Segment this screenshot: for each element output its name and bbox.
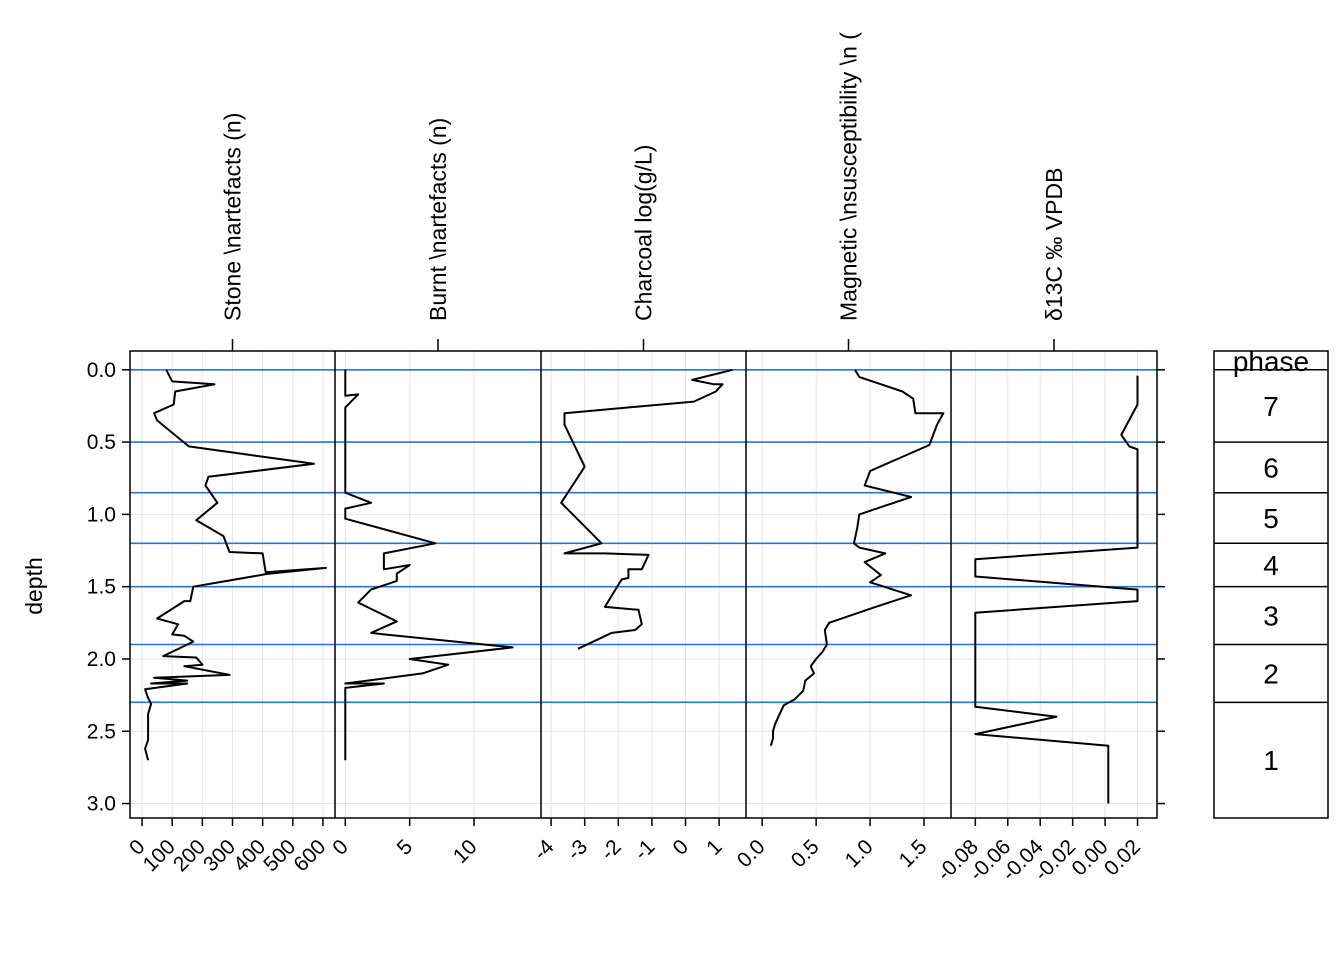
phase-zone-label: 7 — [1263, 391, 1279, 422]
panel-title: Stone \nartefacts (n) — [220, 113, 246, 321]
y-tick-label: 3.0 — [87, 793, 116, 816]
series-line-5 — [974, 375, 1139, 804]
series-line-3 — [560, 368, 733, 650]
phase-zone-label: 1 — [1263, 745, 1279, 776]
x-tick-label: -4 — [529, 835, 559, 865]
panel-3 — [541, 339, 746, 826]
x-tick-label: -3 — [563, 835, 592, 864]
phase-zone-label: 6 — [1263, 452, 1279, 483]
x-tick-label: 1 — [702, 835, 727, 860]
x-tick-label: 0 — [669, 835, 694, 860]
x-tick-label: 0.5 — [787, 835, 824, 872]
x-tick-label: -1 — [630, 835, 659, 864]
x-tick-label: 600 — [289, 835, 330, 876]
phase-zone-label: 4 — [1263, 550, 1279, 581]
phase-zone-label: 2 — [1263, 658, 1279, 689]
y-tick-label: 1.0 — [87, 503, 116, 526]
phase-panel-frame — [1213, 350, 1329, 819]
plot-frame — [129, 350, 1158, 819]
panel-4 — [746, 339, 951, 826]
panel-5 — [951, 339, 1157, 826]
panel-title: Charcoal log(g/L) — [631, 145, 657, 321]
x-tick-label: 10 — [449, 835, 482, 868]
x-tick-label: 0.02 — [1100, 835, 1145, 880]
series-line-1 — [144, 369, 327, 761]
y-axis-label: depth — [21, 557, 47, 615]
phase-panel-title: phase — [1233, 346, 1309, 377]
x-tick-label: 5 — [393, 835, 418, 860]
y-tick-label: 0.0 — [87, 359, 116, 382]
x-tick-label: 1.5 — [895, 835, 932, 872]
x-tick-label: 0.0 — [733, 835, 770, 872]
series-line-2 — [344, 369, 514, 761]
panel-2 — [335, 339, 541, 826]
y-tick-label: 2.5 — [87, 720, 116, 743]
panel-title: Magnetic \nsusceptibility \n ( — [836, 32, 862, 321]
x-tick-label: -2 — [596, 835, 625, 864]
phase-zone-label: 3 — [1263, 601, 1279, 632]
y-tick-label: 2.0 — [87, 648, 116, 671]
x-tick-label: 1.0 — [841, 835, 878, 872]
phase-zone-label: 5 — [1263, 503, 1279, 534]
panel-1 — [130, 339, 335, 826]
x-tick-label: 0 — [328, 835, 353, 860]
y-tick-label: 1.5 — [87, 576, 116, 599]
panel-title: δ13C ‰ VPDB — [1041, 168, 1067, 321]
series-line-4 — [769, 369, 945, 746]
y-tick-label: 0.5 — [87, 431, 116, 454]
panel-title: Burnt \nartefacts (n) — [425, 118, 451, 321]
